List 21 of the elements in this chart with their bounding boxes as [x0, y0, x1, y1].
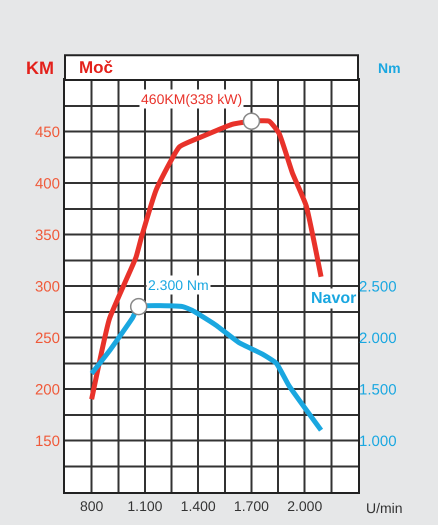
- text: Moč: [79, 58, 113, 77]
- x-tick-label: 2.000: [287, 498, 322, 514]
- y2-tick-label: 1.500: [359, 381, 397, 398]
- annotation: 460KM(338 kW): [141, 91, 242, 107]
- y-tick-label: 400: [34, 175, 60, 192]
- y2-tick-label: 1.000: [359, 432, 397, 450]
- y-axis-title: KM: [26, 58, 54, 78]
- y-tick-label: 350: [34, 226, 60, 244]
- y-tick-label: 200: [34, 381, 60, 398]
- y-tick-label: 300: [34, 278, 60, 296]
- y-tick-label: 450: [34, 124, 60, 141]
- x-axis-title: U/min: [366, 500, 403, 516]
- annotation: 2.300 Nm: [148, 277, 209, 293]
- y-tick-label: 150: [34, 432, 60, 450]
- x-tick-label: 1.100: [127, 498, 163, 514]
- x-tick-label: 1.700: [234, 498, 270, 514]
- x-tick-label: 800: [80, 498, 104, 514]
- y-tick-label: 250: [34, 330, 60, 347]
- x-tick-label: 1.400: [180, 498, 216, 514]
- y2-axis-title: Nm: [378, 60, 401, 76]
- text: Navor: [311, 290, 356, 307]
